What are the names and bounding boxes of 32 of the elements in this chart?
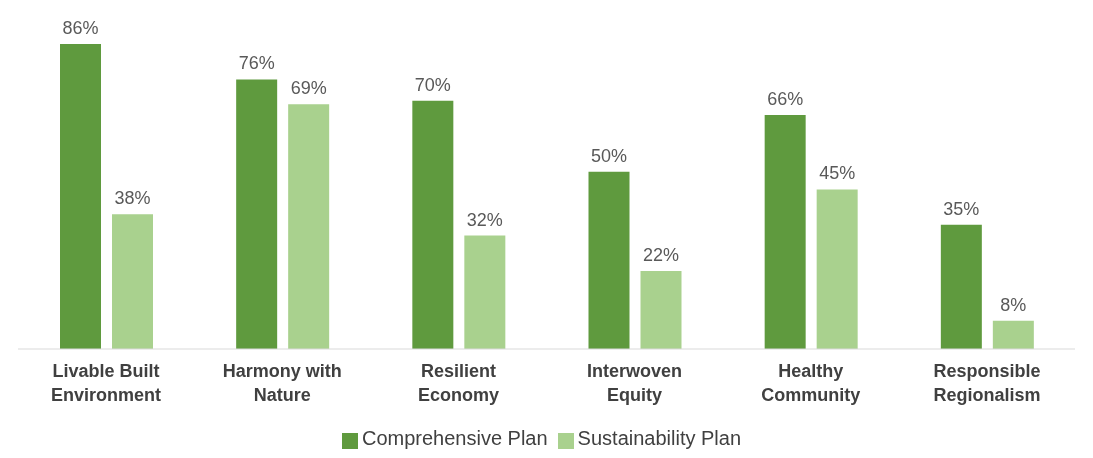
bar (940, 224, 982, 349)
bar (464, 235, 506, 349)
bar (992, 320, 1034, 349)
bar (412, 100, 454, 349)
legend-label: Comprehensive Plan (361, 427, 548, 449)
x-tick-label: Healthy Community (761, 361, 861, 405)
data-label: 35% (943, 198, 980, 219)
bar (288, 104, 330, 349)
data-label: 50% (590, 145, 628, 166)
bar (764, 114, 806, 349)
bar (236, 79, 278, 349)
bar (60, 44, 101, 349)
data-label: 32% (466, 209, 503, 230)
data-label: 70% (414, 74, 451, 95)
x-tick-label: Responsible Regionalism (933, 361, 1041, 405)
x-tick-label: Livable Built Environment (51, 361, 162, 405)
data-label: 38% (114, 188, 151, 209)
data-label: 8% (1000, 294, 1027, 315)
data-label: 45% (819, 163, 856, 184)
x-tick-label: Harmony with Nature (222, 361, 342, 405)
bar (112, 214, 153, 349)
data-label: 22% (642, 244, 680, 265)
data-label: 69% (290, 78, 327, 99)
x-tick-label: Interwoven Equity (587, 361, 683, 405)
bar (640, 270, 682, 349)
data-label: 66% (767, 88, 804, 109)
x-tick-label: Resilient Economy (417, 361, 499, 405)
data-label: 86% (62, 18, 99, 38)
bar (816, 189, 858, 349)
data-label: 76% (238, 53, 275, 74)
legend-label: Sustainability Plan (577, 427, 742, 449)
bar (588, 171, 630, 349)
